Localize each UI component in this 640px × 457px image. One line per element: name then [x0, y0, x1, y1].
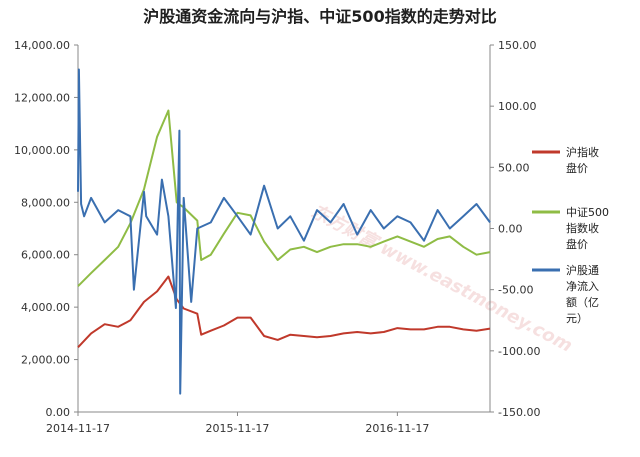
legend-label-line: 中证500 [566, 206, 609, 219]
y-left-tick-label: 6,000.00 [21, 249, 70, 262]
y-left-tick-label: 12,000.00 [14, 91, 70, 104]
chart-title: 沪股通资金流向与沪指、中证500指数的走势对比 [143, 7, 496, 26]
legend-label-1: 中证500 指数收盘价 [566, 206, 609, 251]
legend-label-line: 额（亿 [566, 296, 599, 309]
y-right-tick-label: -100.00 [498, 345, 540, 358]
y-right-tick-label: 150.00 [498, 39, 537, 52]
y-left-tick-label: 14,000.00 [14, 39, 70, 52]
y-left-tick-label: 0.00 [46, 406, 71, 419]
legend-label-line: 沪股通 [566, 263, 599, 277]
y-left-tick-label: 8,000.00 [21, 196, 70, 209]
series-line-1 [77, 109, 491, 287]
legend-label-line: 盘价 [566, 237, 588, 251]
legend-label-2: 沪股通净流入额（亿元） [566, 263, 599, 325]
legend-label-line: 盘价 [566, 161, 588, 175]
y-right-tick-label: 50.00 [498, 161, 530, 174]
legend-label-0: 沪指收盘价 [566, 145, 599, 175]
y-left-tick-label: 2,000.00 [21, 354, 70, 367]
tick-labels: 0.00 2,000.00 4,000.00 6,000.00 8,000.00 10,0… [14, 39, 540, 435]
series-group [77, 68, 491, 395]
x-tick-label: 2016-11-17 [365, 422, 429, 435]
y-right-tick-label: 100.00 [498, 100, 537, 113]
y-left-tick-label: 10,000.00 [14, 144, 70, 157]
x-tick-label: 2015-11-17 [206, 422, 270, 435]
x-tick-label: 2014-11-17 [46, 422, 110, 435]
y-left-tick-label: 4,000.00 [21, 301, 70, 314]
legend-label-line: 指数收 [566, 221, 599, 235]
legend-label-line: 沪指收 [566, 145, 599, 159]
legend-label-line: 元） [566, 312, 588, 325]
series-line-0 [77, 275, 491, 348]
legend-label-line: 净流入 [566, 279, 599, 293]
y-right-tick-label: 0.00 [498, 223, 523, 236]
y-right-tick-label: -50.00 [498, 284, 533, 297]
series-line-2 [77, 68, 491, 395]
y-right-tick-label: -150.00 [498, 406, 540, 419]
